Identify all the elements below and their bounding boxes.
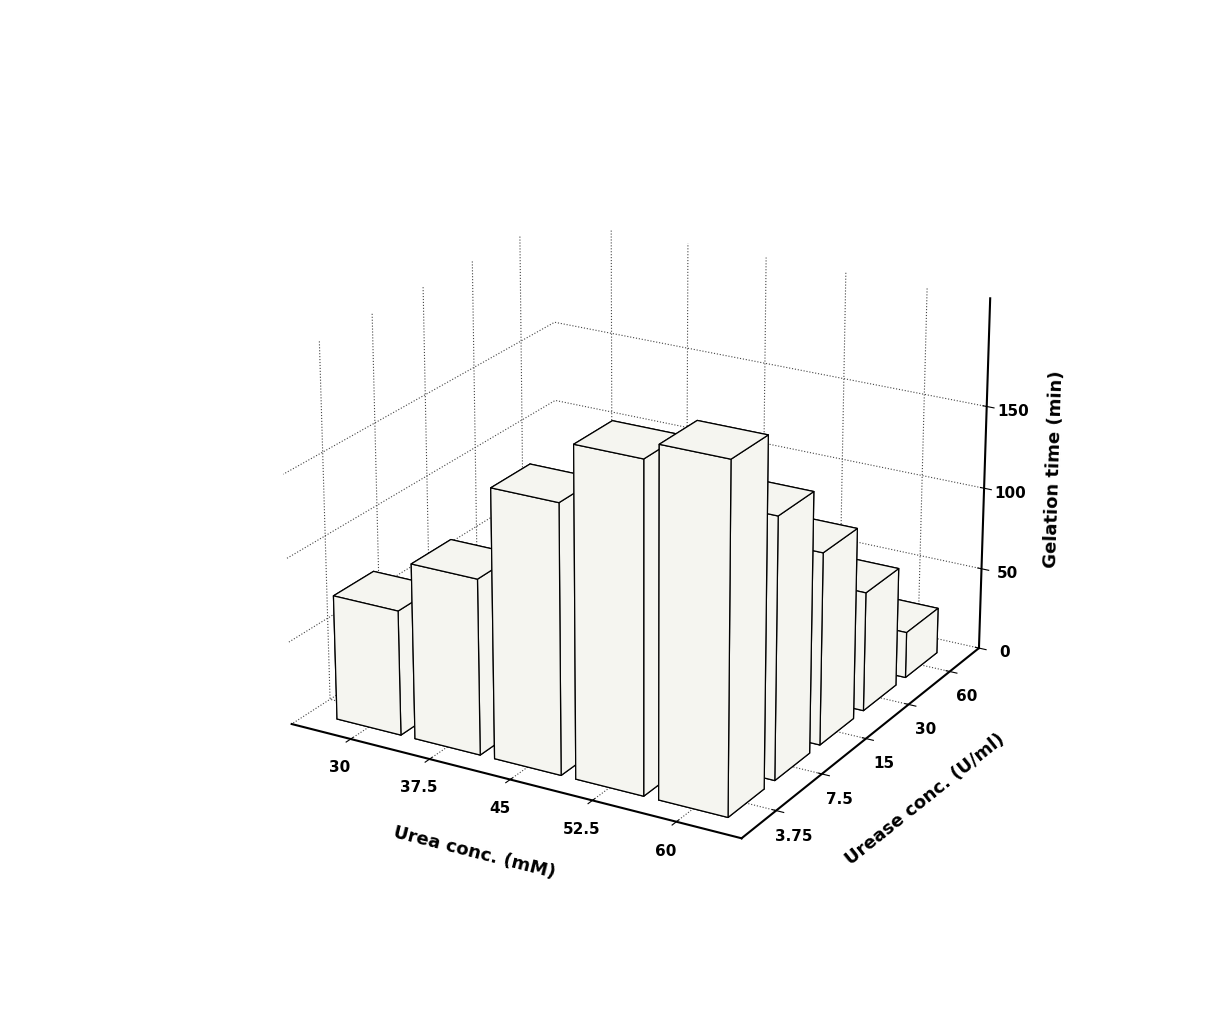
X-axis label: Urea conc. (mM): Urea conc. (mM) bbox=[392, 824, 557, 882]
Y-axis label: Urease conc. (U/ml): Urease conc. (U/ml) bbox=[843, 730, 1009, 868]
